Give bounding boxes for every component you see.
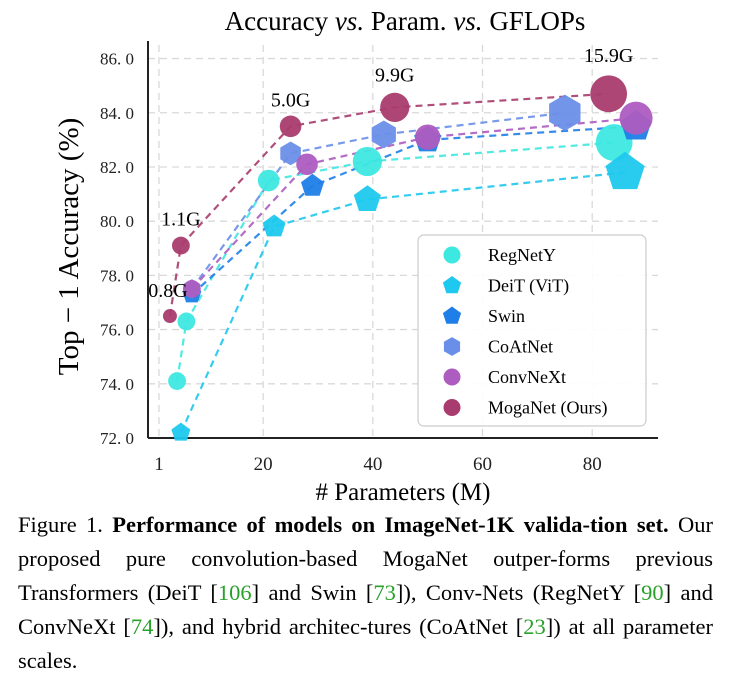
caption-text: ] and Swin [ <box>251 580 374 605</box>
legend-marker-convnext <box>443 368 461 386</box>
moganet-ours-point <box>172 236 190 255</box>
convnext-point <box>296 153 318 176</box>
coatnet-point <box>371 120 396 149</box>
x-tick-label: 40 <box>363 454 382 475</box>
coatnet-point <box>549 94 581 131</box>
caption-label: Figure 1. <box>18 512 103 537</box>
citation-link[interactable]: 106 <box>217 580 252 605</box>
chart-title: Accuracy vs. Param. vs. GFLOPs <box>225 6 586 36</box>
x-axis-label: # Parameters (M) <box>316 479 491 506</box>
convnext-point <box>182 280 201 298</box>
caption-text: ]), and hybrid architec-tures (CoAtNet [ <box>153 614 524 639</box>
y-tick-label: 74. 0 <box>100 375 134 394</box>
convnext-point <box>619 101 653 135</box>
legend-label-coatnet: CoAtNet <box>488 337 553 357</box>
moganet-ours-point <box>590 75 628 113</box>
legend-marker-swin <box>442 306 462 324</box>
deit-vit-point <box>171 422 191 441</box>
figure-caption: Figure 1. Performance of models on Image… <box>18 508 713 678</box>
legend-label-swin: Swin <box>488 306 525 326</box>
deit-vit-point <box>605 151 645 190</box>
legend-label-convnext: ConvNeXt <box>488 367 566 387</box>
regnety-line <box>176 141 615 382</box>
y-tick-label: 78. 0 <box>100 266 134 285</box>
regnety-point <box>257 169 280 192</box>
gflops-label: 15.9G <box>584 45 633 67</box>
y-tick-label: 76. 0 <box>100 321 134 340</box>
gflops-label: 9.9G <box>375 64 414 86</box>
caption-text: ]) at all parameter scales. <box>18 614 713 673</box>
legend-marker-deit-vit <box>442 276 462 294</box>
title-text: Accuracy vs. Param. vs. GFLOPs <box>225 6 586 36</box>
citation-link[interactable]: 74 <box>130 614 154 639</box>
swin-point <box>301 173 324 196</box>
deit-vit-point <box>353 185 381 211</box>
legend-label-regnety: RegNetY <box>488 245 556 265</box>
moganet-ours-point <box>279 115 302 138</box>
gflops-label: 5.0G <box>271 89 310 111</box>
accuracy-chart: Accuracy vs. Param. vs. GFLOPs 72. 0 74. … <box>53 6 658 506</box>
legend-marker-regnety <box>443 246 461 264</box>
citation-link[interactable]: 90 <box>641 580 664 605</box>
legend-label-deit-vit: DeiT (ViT) <box>488 276 569 297</box>
caption-text: ]), Conv-Nets (RegNetY [ <box>395 580 642 605</box>
legend-label-moganet-ours: MogaNet (Ours) <box>488 398 607 419</box>
swin-line <box>191 125 637 296</box>
regnety-point <box>352 146 382 177</box>
y-tick-label: 82. 0 <box>100 158 134 177</box>
x-tick-label: 60 <box>473 454 492 475</box>
citation-link[interactable]: 23 <box>523 614 546 639</box>
caption-bold: Performance of models on ImageNet-1K val… <box>112 512 669 537</box>
regnety-point <box>177 312 196 331</box>
regnety-point <box>595 124 633 161</box>
gflops-label: 0.8G <box>148 280 187 302</box>
y-axis-label: Top − 1 Accuracy (%) <box>53 118 85 376</box>
coatnet-line <box>191 111 565 290</box>
legend-marker-moganet-ours <box>443 399 461 416</box>
legend-marker-coatnet <box>443 337 461 356</box>
gflops-annotations: 0.8G 1.1G 5.0G 9.9G 15.9G <box>148 45 633 302</box>
y-tick-label: 86. 0 <box>100 50 134 69</box>
legend-box <box>417 234 647 427</box>
caption-text: Our proposed pure convolution-based Moga… <box>18 512 713 605</box>
deit-vit-point <box>262 214 286 237</box>
moganet-ours-point <box>380 92 410 122</box>
y-tick-label: 72. 0 <box>100 429 134 448</box>
citation-link[interactable]: 73 <box>373 580 396 605</box>
caption-text: ] and ConvNeXt [ <box>18 580 713 639</box>
x-tick-label: 80 <box>583 454 602 475</box>
regnety-point <box>168 372 186 390</box>
convnext-point <box>414 124 441 150</box>
deit-vit-line <box>179 171 626 434</box>
axes: 72. 0 74. 0 76. 0 78. 0 80. 0 82. 0 84. 0 86. 0… <box>53 41 658 506</box>
y-tick-label: 84. 0 <box>100 104 134 123</box>
legend: RegNetY DeiT (ViT) Swin CoAtNet ConvNeXt Moga… <box>417 234 647 427</box>
coatnet-point <box>280 141 301 166</box>
x-tick-label: 1 <box>154 454 164 475</box>
moganet-ours-point <box>162 309 177 324</box>
x-tick-label: 20 <box>254 454 273 475</box>
gflops-label: 1.1G <box>161 209 200 231</box>
series-markers <box>162 75 653 441</box>
y-tick-label: 80. 0 <box>100 212 134 231</box>
